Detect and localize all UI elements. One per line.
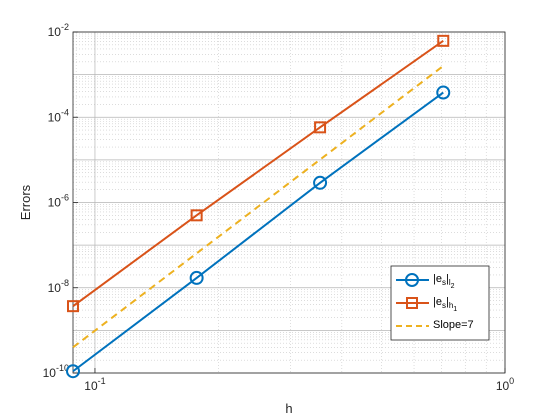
x-tick-label: 100 xyxy=(496,376,514,393)
legend-marker xyxy=(406,297,418,309)
legend: |es|l2 |es|h1 Slope=7 xyxy=(390,265,490,341)
y-tick-label: 10-6 xyxy=(48,193,69,210)
y-tick-label: 10-10 xyxy=(43,363,69,380)
data-point xyxy=(190,209,203,222)
data-point xyxy=(66,364,80,379)
data-point xyxy=(436,85,451,100)
data-point xyxy=(314,121,327,134)
series-line xyxy=(72,65,444,349)
x-axis-label: h xyxy=(285,401,292,416)
legend-label: |es|h1 xyxy=(433,296,457,313)
y-tick-label: 10-4 xyxy=(48,107,69,124)
series-1 xyxy=(67,34,450,313)
y-tick-label: 10-2 xyxy=(48,22,69,39)
data-point xyxy=(189,270,204,285)
y-axis-label: Errors xyxy=(18,184,33,220)
data-point xyxy=(313,175,328,190)
legend-entry-2: Slope=7 xyxy=(396,319,474,331)
legend-entry-1: |es|h1 xyxy=(396,296,457,313)
legend-entry-0: |es|l2 xyxy=(396,273,455,290)
data-point xyxy=(437,34,450,47)
axis-ticks: 10-10 10-8 10-6 10-4 10-2 10-1 100 xyxy=(43,22,515,393)
data-point xyxy=(67,300,79,313)
series-line xyxy=(72,91,444,373)
series-0 xyxy=(66,85,451,379)
x-tick-label: 10-1 xyxy=(84,376,105,393)
legend-label: Slope=7 xyxy=(433,319,474,331)
series-2 xyxy=(72,65,444,349)
series-group xyxy=(66,34,451,379)
legend-marker xyxy=(405,273,419,287)
series-line xyxy=(72,40,444,307)
legend-label: |es|l2 xyxy=(433,273,455,290)
y-tick-label: 10-8 xyxy=(48,278,69,295)
